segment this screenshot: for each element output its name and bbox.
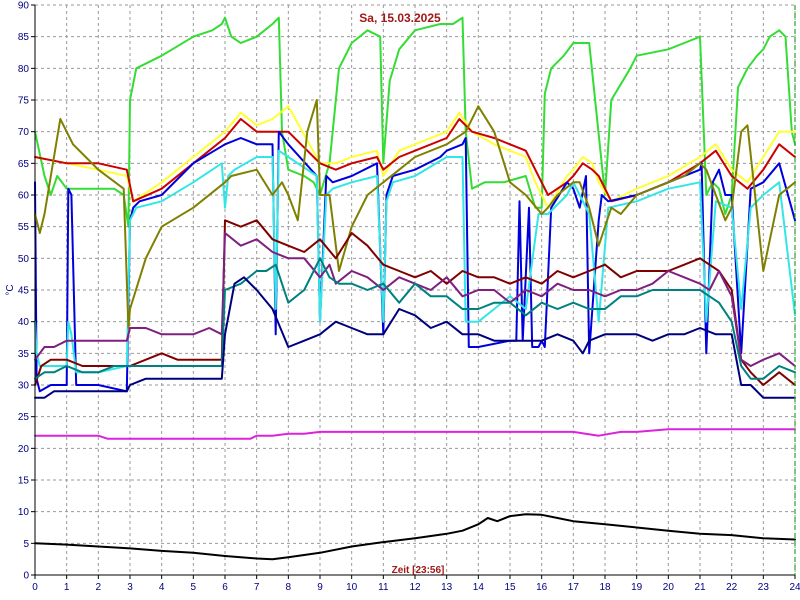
- y-tick-label: 55: [18, 222, 30, 233]
- y-axis-label: °C: [5, 284, 16, 295]
- y-tick-label: 10: [18, 507, 30, 518]
- x-tick-label: 5: [191, 582, 197, 593]
- x-tick-label: 13: [441, 582, 453, 593]
- x-tick-label: 0: [32, 582, 38, 593]
- x-tick-label: 1: [64, 582, 70, 593]
- x-tick-label: 2: [96, 582, 102, 593]
- y-tick-label: 50: [18, 254, 30, 265]
- x-tick-label: 20: [663, 582, 675, 593]
- y-tick-label: 20: [18, 444, 30, 455]
- x-tick-label: 24: [789, 582, 800, 593]
- y-tick-label: 5: [23, 539, 29, 550]
- series-line-7: [34, 219, 796, 386]
- x-tick-label: 11: [378, 582, 389, 593]
- x-tick-label: 12: [409, 582, 421, 593]
- x-axis-label: Zeit [23:56]: [392, 565, 445, 576]
- series-line-2: [34, 105, 796, 209]
- x-tick-label: 7: [254, 582, 260, 593]
- x-tick-label: 4: [159, 582, 165, 593]
- series-line-8: [34, 232, 796, 367]
- y-tick-label: 30: [18, 381, 30, 392]
- x-tick-label: 18: [599, 582, 611, 593]
- y-tick-label: 75: [18, 96, 30, 107]
- x-tick-label: 22: [726, 582, 738, 593]
- axes: [31, 4, 796, 579]
- y-tick-label: 40: [18, 317, 30, 328]
- x-tick-label: 15: [504, 582, 516, 593]
- y-tick-label: 70: [18, 127, 30, 138]
- y-tick-label: 90: [18, 1, 30, 12]
- chart-title: Sa, 15.03.2025: [359, 11, 441, 25]
- x-tick-label: 3: [127, 582, 133, 593]
- y-tick-label: 25: [18, 412, 30, 423]
- series-line-1: [34, 16, 796, 228]
- series-line-11: [34, 428, 796, 440]
- series-group: [34, 16, 796, 561]
- series-line-12: [34, 513, 796, 561]
- y-tick-label: 15: [18, 476, 30, 487]
- x-tick-label: 19: [631, 582, 643, 593]
- x-tick-label: 16: [536, 582, 548, 593]
- y-tick-label: 35: [18, 349, 30, 360]
- x-tick-label: 8: [286, 582, 292, 593]
- x-tick-label: 14: [473, 582, 485, 593]
- series-line-6: [34, 99, 796, 329]
- y-tick-label: 65: [18, 159, 30, 170]
- tick-labels: 0 1 2 3 4 5 6 7 8 9 10 11 12 13 14 15 16 17 18 19 20 21 22 23 24…: [18, 1, 800, 594]
- series-line-5: [34, 149, 796, 374]
- x-tick-label: 21: [694, 582, 706, 593]
- x-tick-label: 17: [568, 582, 580, 593]
- y-tick-label: 80: [18, 64, 30, 75]
- y-tick-label: 85: [18, 32, 30, 43]
- x-tick-label: 23: [758, 582, 770, 593]
- series-line-10: [34, 276, 796, 399]
- y-tick-label: 45: [18, 286, 30, 297]
- x-tick-label: 9: [317, 582, 323, 593]
- x-tick-label: 6: [222, 582, 228, 593]
- series-line-9: [34, 257, 796, 380]
- y-tick-label: 0: [23, 571, 29, 582]
- y-tick-label: 60: [18, 191, 30, 202]
- x-tick-label: 10: [346, 582, 358, 593]
